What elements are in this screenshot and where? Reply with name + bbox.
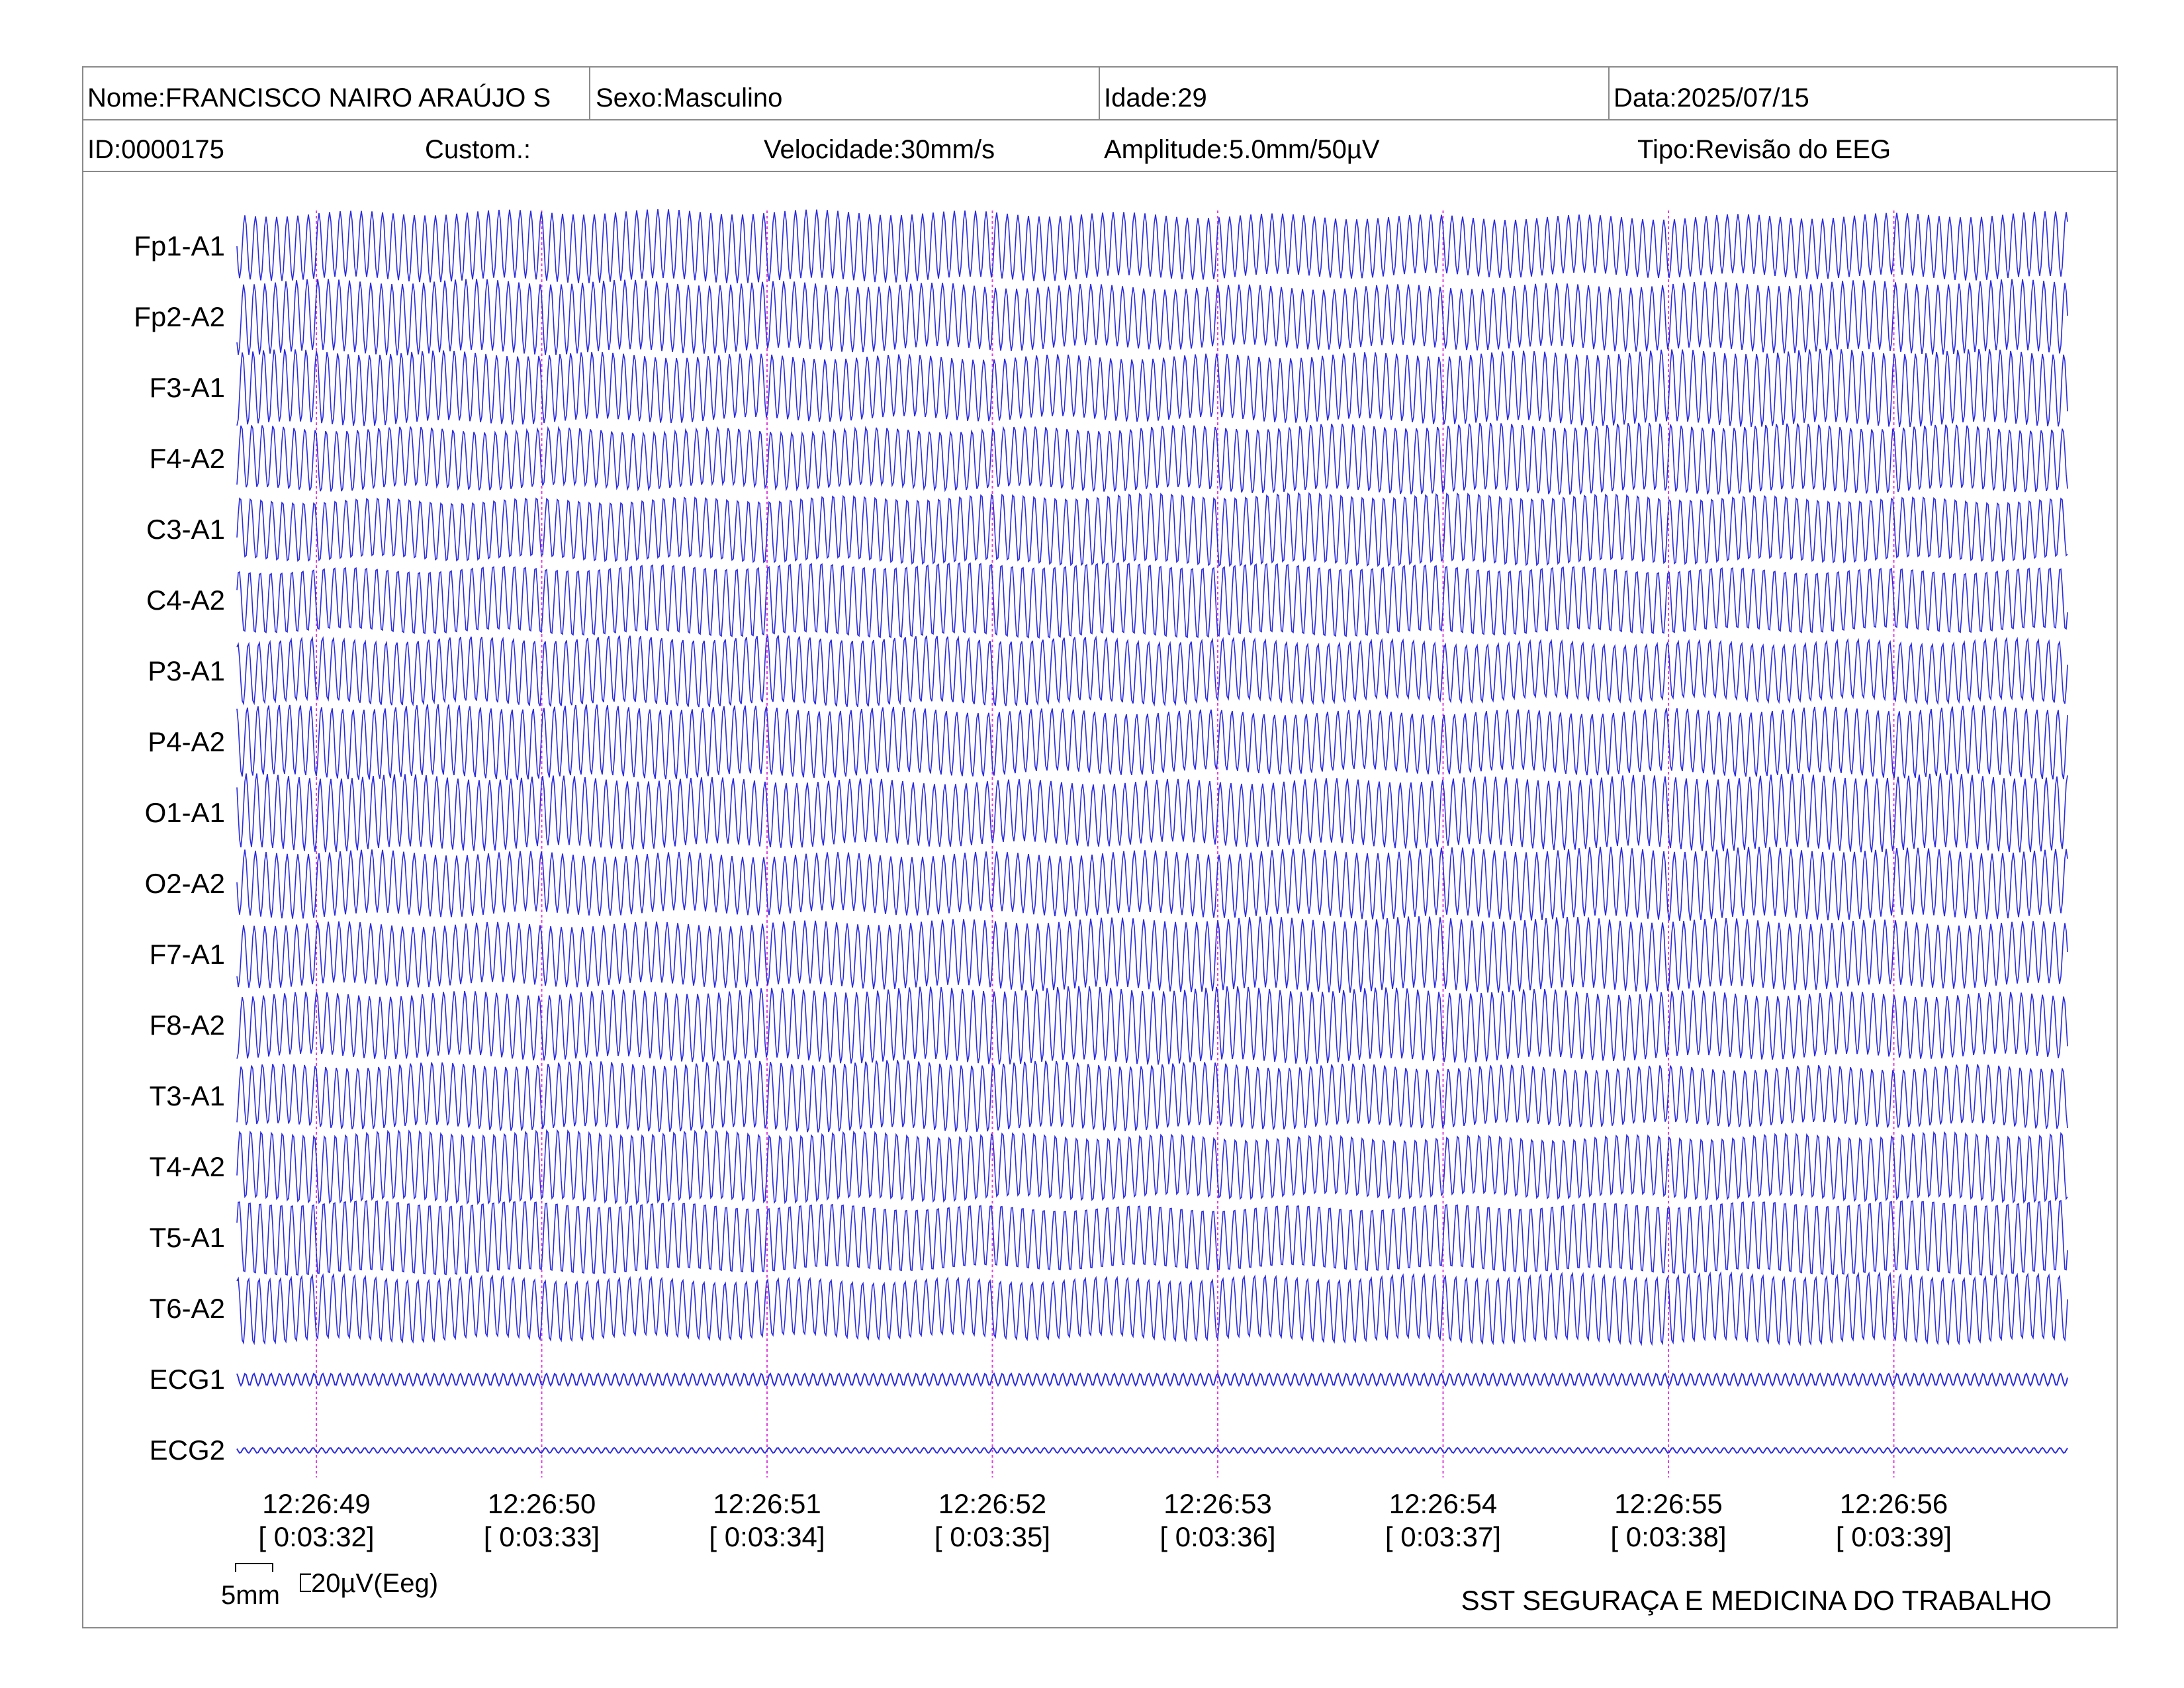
channel-label: Fp1-A1 <box>134 230 225 261</box>
channel-trace <box>236 847 2068 921</box>
channel-trace <box>236 1271 2068 1346</box>
channel-trace <box>236 422 2068 495</box>
patient-id: ID:0000175 <box>87 135 224 164</box>
patient-name: Nome:FRANCISCO NAIRO ARAÚJO S <box>87 83 551 113</box>
header-divider-1 <box>82 119 2118 120</box>
time-elapsed-label: [ 0:03:34] <box>709 1521 825 1552</box>
time-elapsed-label: [ 0:03:39] <box>1835 1521 1952 1552</box>
channel-trace <box>236 1372 2068 1387</box>
channel-trace <box>236 279 2068 355</box>
channel-label: Fp2-A2 <box>134 301 225 332</box>
channel-trace <box>236 704 2068 780</box>
report-frame <box>82 66 2118 1628</box>
header-col-divider <box>589 66 590 119</box>
channel-label: F3-A1 <box>149 372 225 403</box>
time-elapsed-label: [ 0:03:38] <box>1610 1521 1727 1552</box>
amp-scale-bar <box>300 1573 311 1592</box>
record-type: Tipo:Revisão do EEG <box>1637 135 1891 164</box>
time-elapsed-label: [ 0:03:32] <box>258 1521 375 1552</box>
amplitude-setting: Amplitude:5.0mm/50µV <box>1104 135 1380 164</box>
time-scale-label: 5mm <box>221 1581 280 1610</box>
channel-trace <box>236 1129 2068 1205</box>
channel-label: T5-A1 <box>149 1222 225 1253</box>
patient-age: Idade:29 <box>1104 83 1207 113</box>
channel-label: T6-A2 <box>149 1293 225 1324</box>
time-clock-label: 12:26:54 <box>1388 1488 1498 1519</box>
channel-trace <box>236 209 2068 284</box>
time-clock-label: 12:26:55 <box>1614 1488 1723 1519</box>
channel-trace <box>236 348 2068 428</box>
channel-label: T4-A2 <box>149 1151 225 1182</box>
channel-label: O2-A2 <box>144 868 225 899</box>
time-clock-label: 12:26:52 <box>938 1488 1047 1519</box>
time-clock-label: 12:26:49 <box>262 1488 371 1519</box>
time-elapsed-label: [ 0:03:37] <box>1385 1521 1502 1552</box>
time-elapsed-label: [ 0:03:33] <box>483 1521 600 1552</box>
header-divider-2 <box>82 171 2118 172</box>
channel-label: F7-A1 <box>149 939 225 970</box>
time-elapsed-label: [ 0:03:35] <box>934 1521 1051 1552</box>
time-clock-label: 12:26:56 <box>1839 1488 1948 1519</box>
channel-trace <box>236 1446 2068 1454</box>
channel-trace <box>236 492 2068 567</box>
channel-label: ECG2 <box>149 1434 225 1466</box>
channel-trace <box>236 986 2068 1065</box>
channel-label: T3-A1 <box>149 1080 225 1111</box>
channel-label: C4-A2 <box>146 585 225 616</box>
channel-label: P4-A2 <box>148 726 225 757</box>
channel-trace <box>236 916 2068 993</box>
time-clock-label: 12:26:53 <box>1163 1488 1272 1519</box>
channel-label: ECG1 <box>149 1364 225 1395</box>
channel-label: F4-A2 <box>149 443 225 474</box>
channel-label: O1-A1 <box>144 797 225 828</box>
channel-label: C3-A1 <box>146 514 225 545</box>
header-col-divider <box>1608 66 1610 119</box>
channel-trace <box>236 562 2068 639</box>
channel-label: F8-A2 <box>149 1009 225 1041</box>
speed-setting: Velocidade:30mm/s <box>764 135 995 164</box>
channel-trace <box>236 635 2068 708</box>
channel-trace <box>236 1199 2068 1276</box>
time-clock-label: 12:26:50 <box>487 1488 596 1519</box>
patient-sex: Sexo:Masculino <box>596 83 783 113</box>
header-col-divider <box>1099 66 1100 119</box>
company-name: SST SEGURAÇA E MEDICINA DO TRABALHO <box>1461 1585 2052 1616</box>
amp-scale-label: 20µV(Eeg) <box>311 1569 439 1598</box>
time-scale-bar <box>235 1563 273 1572</box>
channel-label: P3-A1 <box>148 655 225 686</box>
channel-trace <box>236 1060 2068 1133</box>
channel-trace <box>236 773 2068 853</box>
time-clock-label: 12:26:51 <box>713 1488 821 1519</box>
exam-date: Data:2025/07/15 <box>1614 83 1809 113</box>
time-elapsed-label: [ 0:03:36] <box>1160 1521 1276 1552</box>
custom-field: Custom.: <box>425 135 531 164</box>
